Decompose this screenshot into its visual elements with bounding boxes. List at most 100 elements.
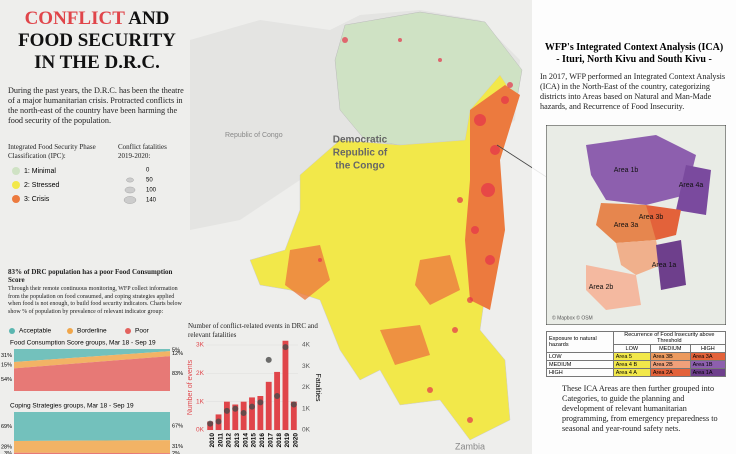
legend-label: 140: [146, 198, 157, 204]
inset-credit: © Mapbox © OSM: [552, 314, 593, 321]
legend-label: Acceptable: [19, 328, 52, 335]
y2-tick-label: 1K: [302, 405, 311, 412]
value-label: 28%: [1, 444, 12, 450]
inset-area: [676, 165, 711, 215]
inset-label: Area 3a: [614, 222, 639, 229]
ipc-legend-title: Integrated Food Security Phase Classific…: [8, 143, 96, 160]
bar: [282, 340, 289, 430]
table-corner: Exposure to natural hazards: [546, 331, 614, 353]
value-label: 12%: [172, 351, 183, 357]
legend-size: [124, 186, 136, 194]
value-label: 5%: [172, 348, 180, 354]
y2-tick-label: 4K: [302, 342, 311, 349]
chart-title: Food Consumption Score groups, Mar 18 - …: [10, 340, 156, 347]
value-label: 69%: [1, 424, 12, 430]
fatality-dot: [290, 401, 297, 408]
bar: [290, 401, 297, 430]
value-label: 67%: [172, 424, 183, 430]
area-band: [14, 349, 170, 363]
x-tick-label: 2012: [226, 433, 233, 448]
y-tick-label: 1K: [196, 398, 205, 405]
fatality-dot: [257, 399, 264, 406]
x-tick-label: 2018: [276, 433, 283, 448]
table-cell: Area 4 A: [612, 368, 651, 377]
legend-swatch: [12, 181, 20, 189]
table-cell: Area 2B: [649, 360, 691, 369]
table-cell: Area 3B: [649, 352, 691, 361]
legend-label: Poor: [135, 328, 150, 335]
x-tick-label: 2011: [217, 433, 224, 447]
x-tick-label: 2010: [209, 433, 216, 448]
table-cell: Area 5: [612, 352, 651, 361]
value-label: 31%: [172, 444, 183, 450]
y-tick-label: 2K: [196, 370, 205, 377]
legend-size: [123, 196, 137, 204]
bar: [232, 404, 239, 430]
legend-size: [126, 177, 134, 183]
inset-area: [586, 135, 696, 205]
table-cell: HIGH: [546, 368, 614, 377]
legend-label: 50: [146, 178, 153, 184]
ica-subtitle: - Ituri, North Kivu and South Kivu -: [556, 54, 712, 65]
x-tick-label: 2017: [267, 433, 274, 448]
area-band: [14, 356, 170, 391]
title-text: FOOD SECURITY: [18, 30, 176, 51]
x-tick-label: 2020: [293, 433, 300, 448]
title-highlight: CONFLICT: [24, 8, 125, 29]
fcs-heading: 83% of DRC population has a poor Food Co…: [8, 268, 173, 284]
table-header: Recurrence of Food Insecurity above Thre…: [612, 331, 727, 345]
bar: [265, 381, 272, 430]
area-band: [14, 412, 170, 441]
value-label: 31%: [1, 353, 12, 359]
table-col: MEDIUM: [649, 344, 691, 353]
intro: During the past years, the D.R.C. has be…: [8, 86, 184, 125]
value-label: 3%: [4, 451, 12, 454]
map-label: the Congo: [335, 161, 384, 172]
title-text: IN THE D.R.C.: [34, 52, 160, 73]
legend-swatch: [125, 328, 131, 334]
legend-swatch: [12, 195, 20, 203]
fatality-dot: [232, 405, 239, 412]
table-cell: Area 3A: [689, 352, 727, 361]
inset-area: [646, 205, 681, 240]
x-tick-label: 2014: [242, 433, 249, 448]
table-cell: Area 4 B: [612, 360, 651, 369]
ica-title: WFP's Integrated Context Analysis (ICA) -…: [536, 42, 732, 66]
inset-label: Area 4a: [679, 182, 704, 189]
axis-label: Fatalities: [314, 373, 321, 402]
bar: [249, 397, 255, 430]
table-cell: MEDIUM: [546, 360, 614, 369]
legend-label: 3: Crisis: [24, 196, 50, 203]
value-label: 2%: [172, 451, 180, 454]
bar: [223, 401, 230, 430]
legend-label: 100: [146, 188, 157, 194]
fatality-dot: [274, 393, 281, 399]
map-label: Zambia: [455, 441, 485, 451]
ica-title-text: WFP's Integrated Context Analysis (ICA): [544, 42, 724, 53]
inset-label: Area 2b: [589, 284, 614, 291]
ica-text: In 2017, WFP performed an Integrated Con…: [540, 72, 726, 111]
x-tick-label: 2019: [284, 433, 291, 448]
bar: [274, 371, 281, 430]
table-cell: Area 1A: [689, 368, 727, 377]
bar-chart-title: Number of conflict-related events in DRC…: [188, 322, 318, 339]
ipc-crisis-region: [415, 255, 460, 305]
value-label: 54%: [1, 377, 12, 383]
map-label: Republic of: [333, 148, 388, 159]
inset-area: [656, 240, 686, 290]
area-band: [14, 440, 170, 454]
legend-label: 0: [146, 168, 150, 174]
map-label: Republic of Congo: [225, 132, 283, 139]
table-col: LOW: [612, 344, 651, 353]
table-row: HIGH Area 4 A Area 2A Area 1A: [546, 368, 727, 377]
inset-label: Area 1b: [614, 167, 639, 174]
fatality-dot: [265, 356, 272, 363]
y2-tick-label: 2K: [302, 384, 311, 391]
x-tick-label: 2013: [234, 433, 241, 448]
ipc-crisis-region: [380, 325, 430, 365]
y-tick-label: 0K: [196, 427, 205, 434]
legend-label: 2: Stressed: [24, 182, 60, 189]
y2-tick-label: 0K: [302, 427, 311, 434]
x-tick-label: 2016: [259, 433, 266, 448]
